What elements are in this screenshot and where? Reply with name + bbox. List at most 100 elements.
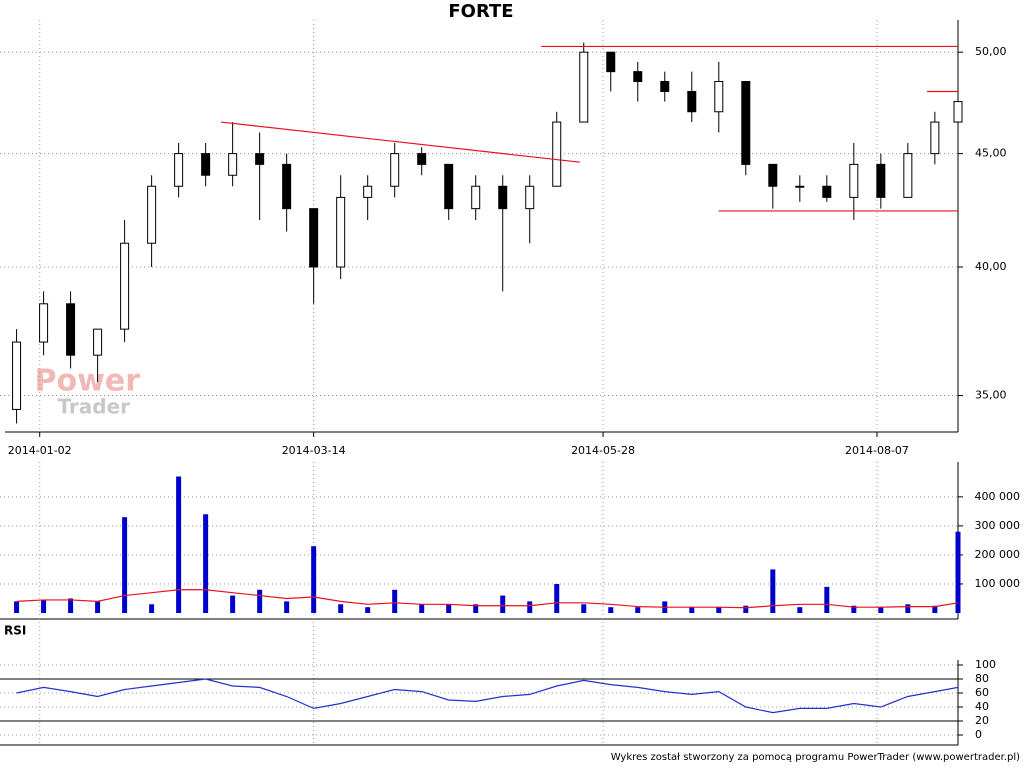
volume-bar [338, 604, 344, 613]
volume-bar [122, 517, 128, 613]
candle-body [471, 185, 481, 210]
candle-body [444, 163, 454, 210]
y-tick-label: 400 000 [975, 490, 1021, 503]
rsi-line [16, 678, 959, 714]
volume-bar [554, 583, 560, 613]
candle-body [282, 163, 292, 210]
y-tick-label: 50,00 [975, 45, 1007, 58]
candle-body [876, 163, 886, 198]
candle-body [741, 81, 751, 165]
candle-body [498, 185, 508, 210]
volume-bar [311, 546, 317, 613]
volume-bar [797, 607, 803, 613]
x-tick-label: 2014-01-02 [8, 444, 72, 457]
volume-bar [203, 514, 209, 613]
volume-bar [257, 589, 263, 613]
candle-body [255, 153, 265, 165]
volume-bar [878, 607, 884, 613]
trend-line [220, 121, 580, 163]
volume-bar [716, 607, 722, 613]
volume-bar [635, 607, 641, 613]
candle-body [849, 163, 859, 198]
volume-bar [446, 604, 452, 613]
y-tick-label: 35,00 [975, 389, 1007, 402]
volume-bar [905, 604, 911, 613]
volume-bar [527, 601, 533, 613]
y-tick-label: 60 [975, 686, 989, 699]
candle-body [363, 185, 373, 198]
volume-bar [149, 604, 155, 613]
volume-bar [824, 586, 830, 613]
y-tick-label: 80 [975, 672, 989, 685]
watermark-trader: Trader [57, 395, 130, 419]
y-tick-label: 200 000 [975, 548, 1021, 561]
candle-body [903, 153, 913, 198]
volume-bar [14, 601, 20, 613]
volume-bar [230, 595, 236, 613]
volume-bar [95, 601, 101, 613]
candle-body [687, 90, 697, 113]
volume-bar [851, 605, 857, 613]
candle-body [147, 185, 157, 244]
candle-body [579, 51, 589, 123]
candle-body [633, 71, 643, 83]
candle-body [228, 153, 238, 176]
candle-body [930, 121, 940, 155]
footer: Wykres został stworzony za pomocą progra… [611, 752, 1020, 763]
candle-body [390, 153, 400, 187]
y-tick-label: 40 [975, 700, 989, 713]
candle-body [552, 121, 562, 187]
candle-body [336, 196, 346, 268]
y-tick-label: 300 000 [975, 519, 1021, 532]
volume-average [16, 589, 959, 609]
candle-body [660, 81, 670, 92]
watermark-power: Power [35, 364, 141, 399]
candle-body [120, 242, 130, 330]
candle-body [12, 341, 22, 410]
volume-bar [392, 589, 398, 613]
volume-bar [41, 599, 47, 613]
candle-body [525, 185, 535, 210]
candle-body [953, 101, 963, 123]
candle-body [174, 153, 184, 187]
volume-bar [419, 604, 425, 613]
candle-body [768, 163, 778, 187]
volume-bar [284, 601, 290, 613]
y-tick-label: 40,00 [975, 260, 1007, 273]
candle-body [201, 153, 211, 176]
rsi-title: RSI [4, 624, 26, 638]
y-tick-label: 100 000 [975, 577, 1021, 590]
volume-bar [608, 607, 614, 613]
volume-bar [955, 531, 961, 613]
volume-bar [932, 605, 938, 613]
volume-bar [770, 569, 776, 613]
y-tick-label: 0 [975, 728, 982, 741]
candle-body [93, 328, 103, 356]
candle-body [714, 81, 724, 113]
x-tick-label: 2014-03-14 [282, 444, 346, 457]
candle-body [309, 208, 319, 268]
candle-body [795, 185, 805, 188]
volume-bar [743, 605, 749, 613]
candle-body [822, 185, 832, 198]
candle-body [66, 303, 76, 356]
volume-bar [68, 598, 74, 613]
volume-bar [473, 604, 479, 613]
y-tick-label: 45,00 [975, 147, 1007, 160]
candle-body [606, 51, 616, 73]
volume-bar [176, 476, 182, 613]
y-tick-label: 100 [975, 658, 996, 671]
chart-title: FORTE [448, 1, 513, 22]
volume-bar [500, 595, 506, 613]
candle-body [417, 153, 427, 165]
x-tick-label: 2014-05-28 [571, 444, 635, 457]
y-tick-label: 20 [975, 714, 989, 727]
volume-bar [365, 607, 371, 613]
x-tick-label: 2014-08-07 [845, 444, 909, 457]
volume-bar [581, 604, 587, 613]
candle-body [39, 303, 49, 343]
volume-bar [689, 607, 695, 613]
